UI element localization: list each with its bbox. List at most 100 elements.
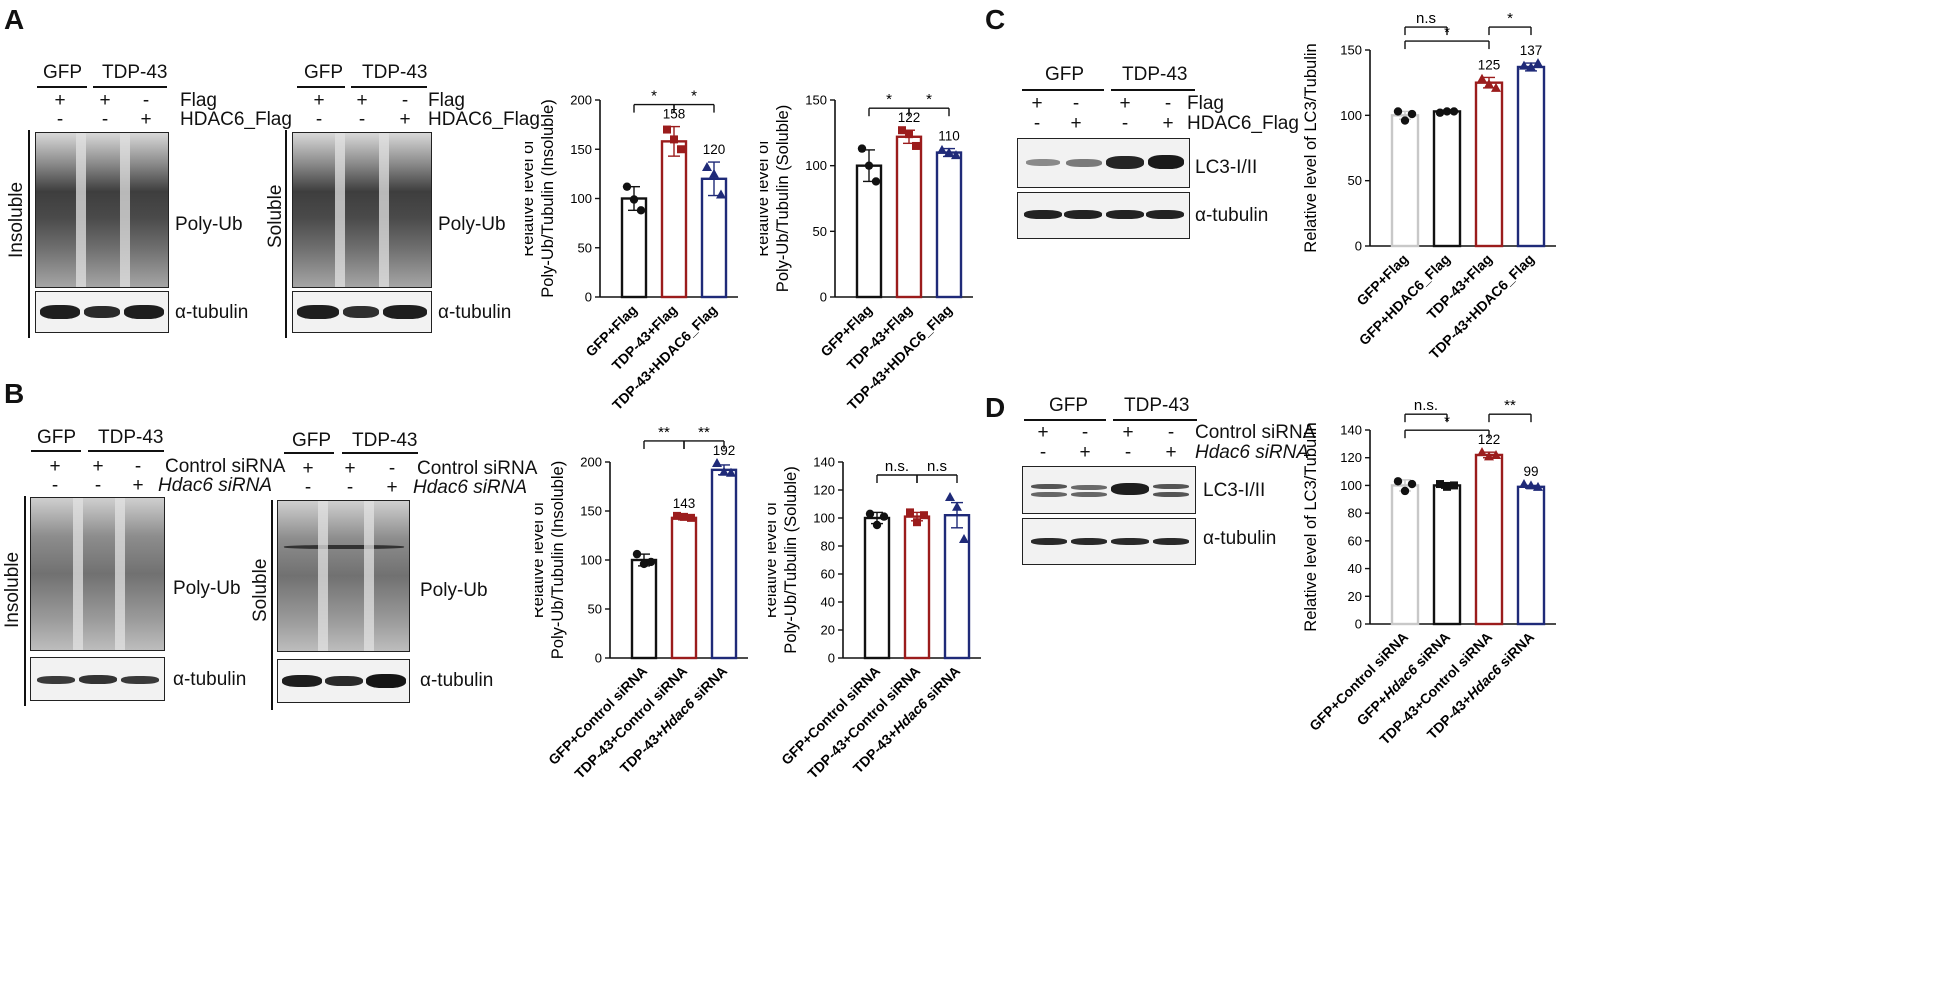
data-point	[1435, 108, 1445, 117]
band-label-poly-ub: Poly-Ub	[420, 580, 488, 601]
sign: -	[315, 109, 323, 130]
treatment-row2-label: Hdac6 siRNA	[158, 475, 273, 496]
data-point	[1393, 477, 1403, 486]
sign: -	[1072, 93, 1080, 114]
data-point	[937, 144, 947, 154]
data-point	[622, 182, 632, 191]
data-point	[952, 501, 962, 511]
y-tick-label: 120	[1340, 450, 1362, 465]
chart-b-insoluble: 0 50 100 150 200 Relative level of Poly-Ub/Tub…	[535, 424, 748, 780]
data-point	[1407, 479, 1417, 489]
bar	[1474, 81, 1504, 248]
data-point	[680, 512, 688, 521]
blot-image-poly-ub	[292, 132, 432, 288]
data-point	[871, 177, 881, 186]
group-label-tdp43: TDP-43	[1124, 395, 1190, 416]
blot-image-lc3	[1022, 466, 1196, 514]
band-label-poly-ub: Poly-Ub	[175, 214, 243, 235]
panel-letter-c: C	[985, 4, 1006, 35]
value-label: 192	[713, 443, 736, 458]
treatment-row2-label: HDAC6_Flag	[428, 109, 540, 130]
y-axis-label: Poly-Ub/Tubulin (Insoluble)	[549, 461, 567, 659]
data-point	[1393, 107, 1403, 116]
sig-label: n.s	[1416, 10, 1436, 27]
y-tick-label: 0	[1355, 239, 1362, 254]
y-tick-label: 80	[1348, 506, 1362, 521]
y-tick-label: 100	[813, 511, 835, 526]
bar	[1516, 485, 1546, 626]
bar	[1474, 453, 1504, 626]
data-point	[1477, 73, 1487, 83]
band-label-tubulin: α-tubulin	[438, 302, 512, 323]
data-point	[636, 206, 646, 215]
value-label: 122	[898, 110, 921, 125]
group-label-gfp: GFP	[43, 62, 83, 83]
data-point	[673, 511, 681, 520]
sign: -	[1124, 442, 1132, 463]
data-point	[663, 125, 671, 134]
treatment-row1-label: Flag	[428, 90, 465, 111]
y-tick-label: 100	[580, 553, 602, 568]
treatment-row2-label: Hdac6 siRNA	[413, 477, 528, 498]
sign: -	[101, 109, 109, 130]
value-label: 137	[1520, 43, 1543, 58]
value-label: 110	[938, 129, 960, 144]
group-label-tdp43: TDP-43	[1122, 64, 1188, 85]
value-label: 120	[703, 142, 726, 157]
blot-image-tubulin	[1017, 192, 1190, 239]
y-axis-label: Relative level of	[768, 501, 780, 618]
sign: +	[1031, 93, 1043, 114]
y-axis-label: Relative level of	[525, 140, 537, 257]
sign: +	[313, 90, 325, 111]
y-axis-label: Relative level of LC3/Tubulin	[1302, 43, 1320, 252]
blot-image-lc3	[1017, 138, 1190, 188]
y-tick-label: 100	[805, 158, 827, 173]
sign: +	[1162, 113, 1174, 134]
band-label-tubulin: α-tubulin	[173, 669, 247, 690]
blot-image-poly-ub	[30, 497, 165, 651]
group-label-gfp: GFP	[304, 62, 344, 83]
data-point	[920, 511, 928, 520]
y-axis-label: Relative level of	[760, 140, 772, 257]
data-point	[1491, 449, 1501, 459]
sign: -	[134, 456, 142, 477]
sign: +	[92, 456, 104, 477]
band-label-tubulin: α-tubulin	[1195, 205, 1269, 226]
sig-label: n.s.	[1414, 400, 1438, 414]
sig-label: *	[1507, 10, 1513, 27]
y-tick-label: 120	[813, 483, 835, 498]
sign: -	[401, 90, 409, 111]
band-label-poly-ub: Poly-Ub	[173, 578, 241, 599]
sign: -	[358, 109, 366, 130]
sign: +	[99, 90, 111, 111]
data-point	[879, 512, 889, 521]
y-tick-label: 60	[821, 567, 835, 582]
data-point	[726, 467, 736, 477]
sign: +	[1119, 93, 1131, 114]
y-tick-label: 100	[570, 191, 592, 206]
fraction-label: Insoluble	[2, 551, 23, 628]
chart-a-soluble: 0 50 100 150 Relative level of Poly-Ub/Tubuli…	[760, 91, 973, 410]
treatment-row1-label: Control siRNA	[417, 458, 538, 479]
y-tick-label: 0	[595, 651, 602, 666]
band-label-tubulin: α-tubulin	[420, 670, 494, 691]
bar	[1432, 110, 1462, 248]
group-label-tdp43: TDP-43	[102, 62, 168, 83]
group-label-tdp43: TDP-43	[362, 62, 428, 83]
data-point	[905, 130, 913, 139]
blot-image-tubulin	[1022, 518, 1196, 565]
data-point	[913, 518, 921, 527]
sig-label: **	[698, 424, 710, 441]
sig-label: n.s.	[885, 458, 909, 475]
data-point	[1533, 481, 1543, 491]
y-tick-label: 80	[821, 539, 835, 554]
band-label-tubulin: α-tubulin	[1203, 528, 1277, 549]
panel-letter-d: D	[985, 392, 1006, 423]
sign: -	[304, 477, 312, 498]
y-tick-label: 140	[1340, 423, 1362, 438]
data-point	[1442, 107, 1452, 116]
value-label: 99	[1523, 464, 1538, 479]
data-point	[1400, 486, 1410, 496]
sign: +	[1122, 422, 1134, 443]
